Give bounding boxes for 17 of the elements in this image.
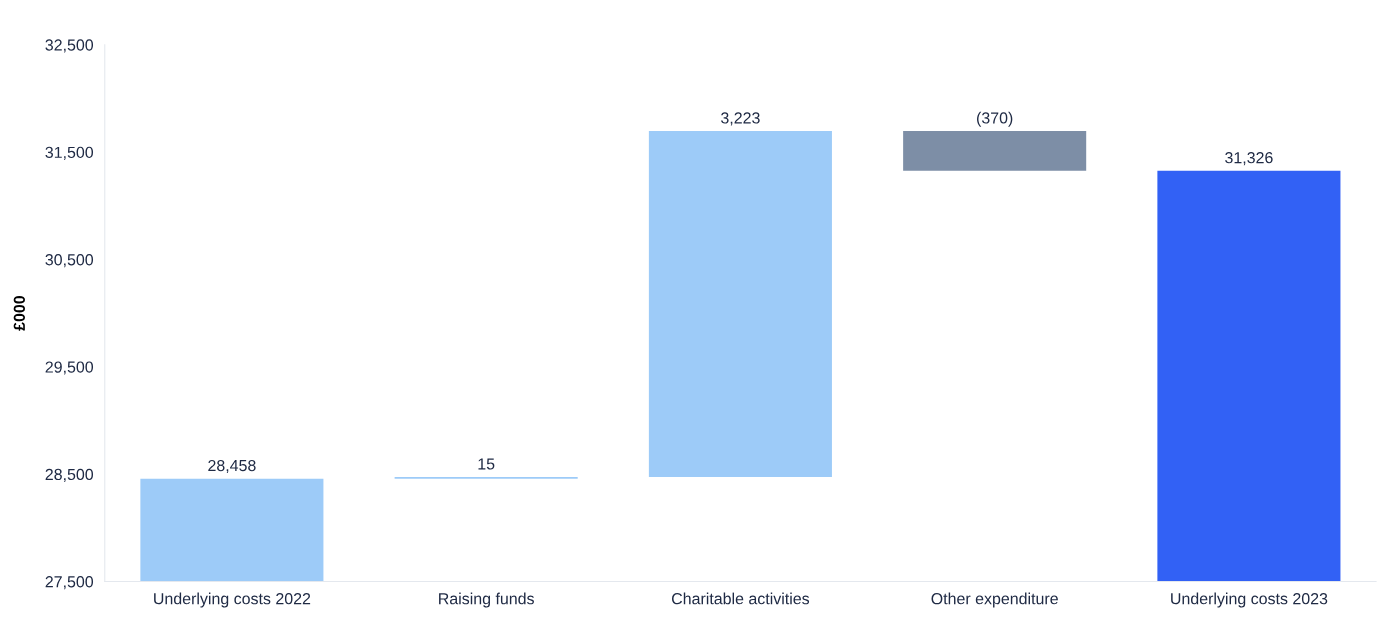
data-label: 3,223 <box>721 112 760 126</box>
y-tick-label: 29,500 <box>45 361 94 375</box>
x-tick-label: Underlying costs 2022 <box>154 592 311 608</box>
y-tick-label: 31,500 <box>45 146 94 160</box>
data-label: (370) <box>977 111 1013 127</box>
x-tick-label: Charitable activities <box>671 592 810 605</box>
y-tick-label: 32,500 <box>45 39 94 53</box>
x-tick-label: Underlying costs 2023 <box>1171 592 1328 608</box>
data-label: 28,458 <box>208 459 256 474</box>
y-axis-title: £000 <box>13 296 25 331</box>
x-tick-label: Other expenditure <box>931 592 1058 608</box>
y-tick-label: 28,500 <box>45 468 94 482</box>
data-label: 15 <box>478 458 495 470</box>
y-tick-label: 27,500 <box>45 576 94 590</box>
x-tick-label: Raising funds <box>439 592 534 608</box>
data-label: 31,326 <box>1225 152 1273 166</box>
y-tick-label: 30,500 <box>45 254 94 268</box>
